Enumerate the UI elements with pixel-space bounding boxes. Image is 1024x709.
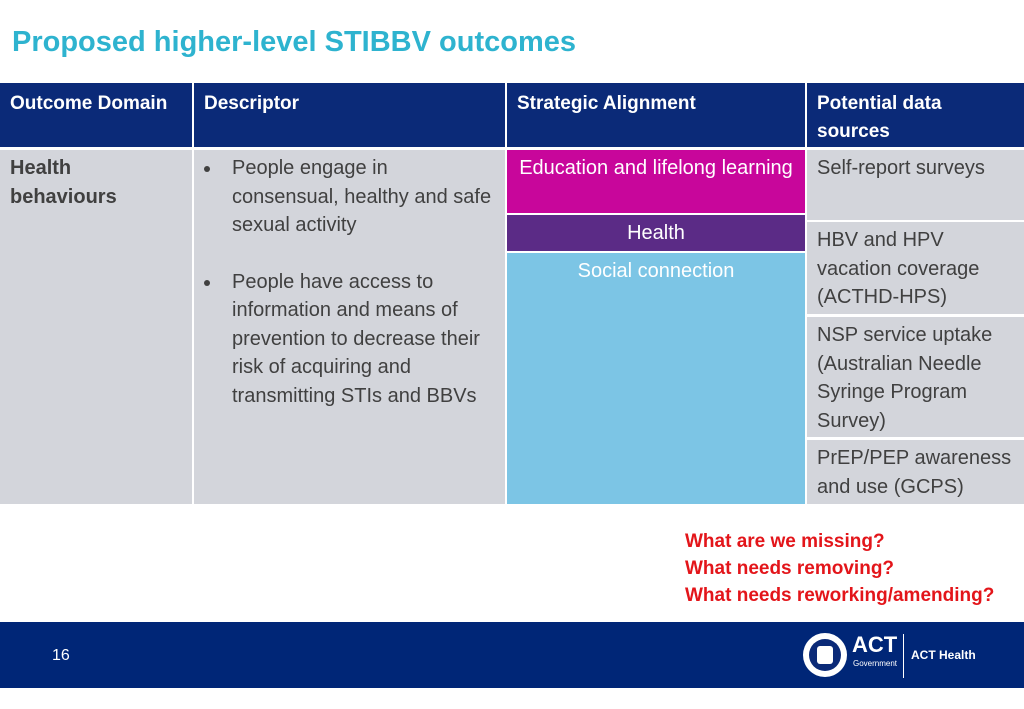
data-source-item: Self-report surveys: [807, 150, 1024, 220]
data-source-item: NSP service uptake (Australian Needle Sy…: [807, 317, 1024, 437]
org-name: ACT Health: [911, 648, 976, 662]
descriptor-item: People have access to information and me…: [222, 268, 495, 411]
alignment-education: Education and lifelong learning: [507, 150, 805, 213]
slide-title: Proposed higher-level STIBBV outcomes: [12, 26, 576, 58]
header-descriptor: Descriptor: [194, 83, 505, 147]
data-source-item: HBV and HPV vacation coverage (ACTHD-HPS…: [807, 222, 1024, 314]
question: What needs removing?: [685, 558, 895, 579]
alignment-health: Health: [507, 215, 805, 251]
question: What are we missing?: [685, 531, 885, 552]
descriptor-item: People engage in consensual, healthy and…: [222, 154, 495, 240]
act-crest-icon: [803, 633, 847, 677]
questions: What are we missing? What needs removing…: [685, 528, 994, 609]
footer-bar: 16 ACT Government ACT Health: [0, 622, 1024, 688]
header-outcome-domain: Outcome Domain: [0, 83, 192, 147]
descriptor-cell: People engage in consensual, healthy and…: [194, 150, 505, 504]
header-data-sources: Potential data sources: [807, 83, 1024, 147]
question: What needs reworking/amending?: [685, 585, 995, 606]
alignment-social-connection: Social connection: [507, 253, 805, 504]
logo-act: ACT: [852, 632, 898, 657]
logo-divider: [903, 634, 904, 678]
header-strategic-alignment: Strategic Alignment: [507, 83, 805, 147]
data-source-item: PrEP/PEP awareness and use (GCPS): [807, 440, 1024, 504]
logo-government: Government: [853, 659, 898, 668]
page-number: 16: [52, 647, 70, 664]
outcome-domain-cell: Health behaviours: [0, 150, 192, 504]
